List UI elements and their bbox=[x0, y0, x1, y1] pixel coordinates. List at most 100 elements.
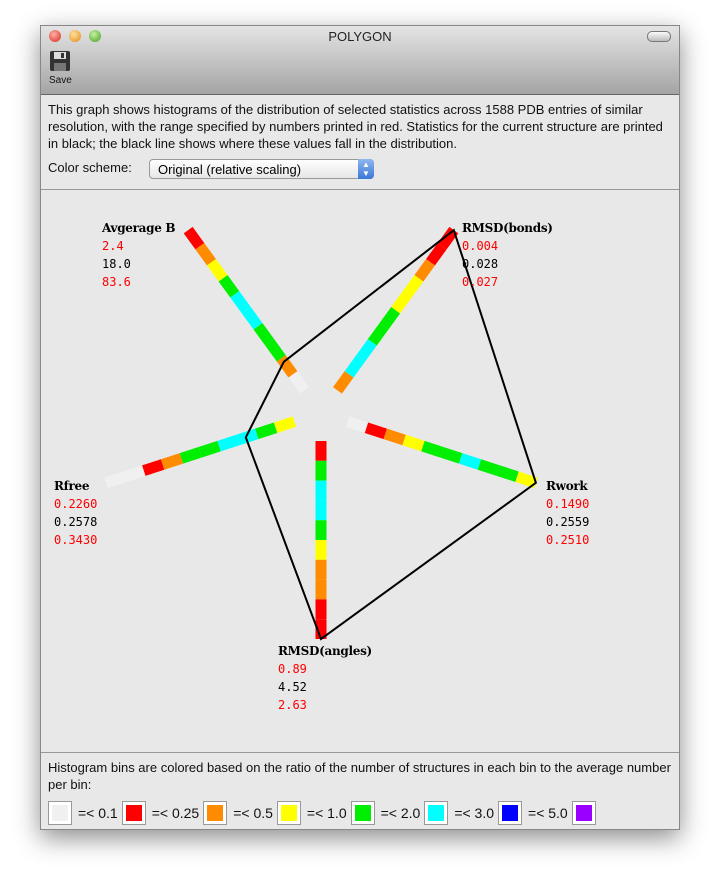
histogram-bin bbox=[183, 226, 205, 250]
histogram-bin bbox=[421, 440, 444, 458]
title-bar: POLYGON Save bbox=[41, 26, 679, 95]
histogram-bin bbox=[333, 371, 354, 394]
color-scheme-value: Original (relative scaling) bbox=[158, 162, 302, 177]
max-value: 0.2510 bbox=[546, 533, 590, 547]
axis-values-rwork: 0.1490 0.2559 0.2510 bbox=[546, 495, 589, 549]
histogram-bin bbox=[265, 339, 286, 362]
histogram-bin bbox=[440, 447, 463, 464]
histogram-bin bbox=[236, 428, 259, 446]
current-value: 0.028 bbox=[462, 257, 499, 271]
current-value: 4.52 bbox=[278, 680, 307, 694]
legend-label: =< 1.0 bbox=[306, 805, 347, 821]
color-scheme-label: Color scheme: bbox=[48, 160, 132, 175]
axis-label-average-b: Avgerage B bbox=[102, 221, 176, 235]
min-value: 2.4 bbox=[102, 239, 124, 253]
histogram-bin bbox=[515, 471, 538, 489]
polygon-window: POLYGON Save This graph shows histograms… bbox=[40, 25, 680, 830]
current-value: 18.0 bbox=[102, 257, 131, 271]
histogram-bin bbox=[477, 459, 500, 476]
legend-label: =< 0.5 bbox=[233, 805, 273, 821]
min-value: 0.004 bbox=[462, 239, 499, 253]
polygon-chart: Avgerage B 2.4 18.0 83.6 RMSD(bonds) 0.0… bbox=[41, 190, 679, 752]
legend-swatch-green bbox=[350, 801, 375, 825]
histogram-bin bbox=[255, 422, 278, 440]
histogram-bin bbox=[402, 434, 425, 452]
histogram-bin bbox=[414, 258, 436, 282]
legend-swatch-orange bbox=[203, 801, 228, 825]
histogram-bin bbox=[104, 471, 127, 489]
swatch-fill bbox=[125, 805, 142, 821]
current-value: 0.2578 bbox=[54, 515, 98, 529]
max-value: 0.027 bbox=[462, 275, 499, 289]
legend-swatch-red bbox=[121, 801, 146, 825]
legend-swatch-cyan bbox=[424, 801, 449, 825]
swatch-fill bbox=[207, 805, 224, 821]
histogram-bin bbox=[218, 274, 240, 298]
legend-swatch-purple bbox=[571, 801, 596, 825]
min-value: 0.2260 bbox=[54, 497, 98, 511]
save-button[interactable]: Save bbox=[49, 50, 72, 86]
polygon-plot bbox=[104, 226, 538, 641]
color-legend: =< 0.1 =< 0.25 =< 0.5 =< 1.0 =< 2.0 =< 3.0 =< … bbox=[48, 801, 602, 825]
axis-values-rmsd-bonds: 0.004 0.028 0.027 bbox=[462, 237, 498, 291]
histogram-bin bbox=[367, 323, 389, 346]
legend-label: =< 3.0 bbox=[454, 805, 495, 821]
axis-values-rmsd-angles: 0.89 4.52 2.63 bbox=[278, 660, 307, 714]
axis-label-rmsd-bonds: RMSD(bonds) bbox=[462, 221, 553, 235]
zoom-button[interactable] bbox=[89, 30, 101, 42]
histogram-bin bbox=[383, 428, 406, 446]
axis-values-rfree: 0.2260 0.2578 0.3430 bbox=[54, 495, 97, 549]
max-value: 83.6 bbox=[102, 275, 131, 289]
floppy-disk-icon bbox=[50, 51, 71, 71]
histogram-bin bbox=[288, 371, 309, 394]
description-text: This graph shows histograms of the distr… bbox=[48, 102, 663, 151]
divider bbox=[41, 189, 679, 190]
histogram-bin bbox=[160, 453, 184, 470]
histogram-bin bbox=[198, 440, 221, 458]
current-value: 0.2559 bbox=[546, 515, 590, 529]
histogram-bin bbox=[179, 447, 202, 464]
legend-label: =< 0.1 bbox=[78, 805, 118, 821]
color-scheme-select[interactable]: Original (relative scaling) ▲ ▼ bbox=[149, 159, 374, 179]
histogram-bin bbox=[123, 465, 146, 482]
swatch-fill bbox=[52, 805, 68, 821]
min-value: 0.1490 bbox=[546, 497, 590, 511]
histogram-bin bbox=[496, 465, 519, 482]
current-structure-polygon bbox=[244, 228, 538, 641]
save-label: Save bbox=[49, 75, 72, 86]
histogram-bin bbox=[206, 258, 228, 282]
axis-label-rfree: Rfree bbox=[54, 479, 90, 493]
divider bbox=[41, 752, 679, 753]
legend-swatch-blue bbox=[498, 801, 523, 825]
swatch-fill bbox=[575, 805, 592, 821]
histogram-bin bbox=[356, 339, 377, 362]
swatch-fill bbox=[502, 805, 519, 821]
max-value: 0.3430 bbox=[54, 533, 98, 547]
histogram-bin bbox=[402, 274, 424, 298]
histogram-bin bbox=[276, 355, 298, 378]
swatch-fill bbox=[428, 805, 445, 821]
legend-label: =< 2.0 bbox=[380, 805, 421, 821]
legend-swatch-yellow bbox=[276, 801, 301, 825]
histogram-bin bbox=[230, 291, 251, 314]
axis-values-average-b: 2.4 18.0 83.6 bbox=[102, 237, 131, 291]
histogram-bin bbox=[217, 434, 240, 452]
swatch-fill bbox=[280, 805, 297, 821]
histogram-bin bbox=[142, 459, 165, 476]
legend-swatch-white bbox=[48, 801, 72, 825]
axis-label-rwork: Rwork bbox=[546, 479, 588, 493]
histogram-bin bbox=[364, 422, 387, 440]
toolbar-toggle-button[interactable] bbox=[647, 31, 671, 42]
window-title: POLYGON bbox=[328, 29, 392, 44]
select-arrows-icon: ▲ ▼ bbox=[358, 159, 374, 179]
legend-description: Histogram bins are colored based on the … bbox=[48, 760, 671, 792]
histogram-bin bbox=[391, 291, 412, 314]
histogram-bin bbox=[344, 355, 366, 378]
minimize-button[interactable] bbox=[69, 30, 81, 42]
histogram-bin bbox=[195, 242, 216, 266]
min-value: 0.89 bbox=[278, 662, 307, 676]
close-button[interactable] bbox=[49, 30, 61, 42]
histogram-bin bbox=[458, 453, 482, 470]
legend-label: =< 5.0 bbox=[528, 805, 568, 821]
histogram-bin bbox=[241, 307, 263, 330]
